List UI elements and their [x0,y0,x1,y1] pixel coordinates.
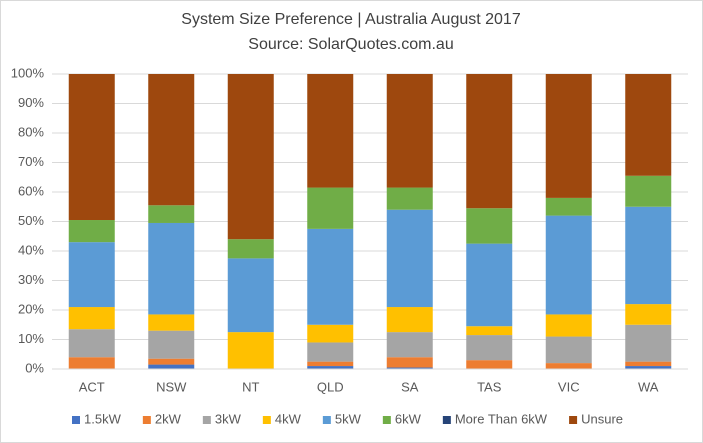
y-tick-label: 40% [18,242,44,257]
bar-segment [466,74,513,209]
y-tick-label: 80% [18,124,44,139]
bar-segment [307,342,354,362]
x-tick-label: WA [638,379,659,394]
bar-segment [68,357,115,369]
bar-segment [625,206,672,305]
legend-swatch [72,416,80,424]
legend-label: 5kW [335,411,362,426]
legend-swatch [442,416,451,424]
bar-segment [386,74,433,188]
bar-segment [386,332,433,358]
bar-segment [68,307,115,330]
bar-segment [545,363,592,369]
legend-swatch [382,416,391,424]
legend-swatch [322,416,331,424]
y-tick-label: 0% [25,360,44,375]
legend-swatch [142,416,151,424]
x-tick-label: TAS [477,379,502,394]
bar-segment [466,208,513,244]
chart-subtitle: Source: SolarQuotes.com.au [248,36,453,53]
bar-segment [466,243,513,327]
bar-segment [625,324,672,362]
legend-label: 6kW [395,411,422,426]
bar-segment [625,175,672,207]
y-tick-label: 70% [18,154,44,169]
legend-label: 4kW [275,411,302,426]
bar-segment [148,358,195,365]
legend-label: 1.5kW [84,411,122,426]
legend-label: 2kW [155,411,182,426]
x-tick-label: NT [242,379,259,394]
bar-segment [68,220,115,243]
bar-segment [545,314,592,337]
bar-segment [545,215,592,315]
bar-segment [466,360,513,369]
bar-segment [148,205,195,223]
bar-segment [227,332,274,369]
bar-segment [68,329,115,358]
bar-segment [386,307,433,333]
x-tick-label: QLD [317,379,344,394]
bar-segment [307,228,354,325]
bar-segment [545,74,592,198]
legend-swatch [262,416,271,424]
bar-segment [307,324,354,343]
bar-segment [625,366,672,369]
chart-title: System Size Preference | Australia Augus… [181,11,521,28]
legend-swatch [202,416,211,424]
bar-segment [307,361,354,367]
bar-segment [148,364,195,369]
bar-segment [307,187,354,229]
x-tick-label: ACT [79,379,105,394]
bar-segment [148,314,195,331]
legend-label: More Than 6kW [455,411,548,426]
bar-segment [466,335,513,361]
bar-segment [307,366,354,369]
bar-segment [386,209,433,308]
bar-segment [68,74,115,221]
bar-segment [227,258,274,333]
legend-label: Unsure [581,411,623,426]
legend-swatch [569,416,578,424]
bar-segment [386,357,433,368]
bar-segment [148,74,195,206]
bar-segment [148,330,195,359]
bar-segment [227,239,274,259]
bar-segment [625,74,672,176]
bar-segment [148,222,195,315]
legend-label: 3kW [215,411,242,426]
bar-segment [386,367,433,369]
y-tick-label: 30% [18,272,44,287]
x-tick-label: NSW [156,379,187,394]
y-tick-label: 10% [18,331,44,346]
x-tick-label: VIC [558,379,580,394]
bar-segment [545,197,592,216]
bar-segment [68,242,115,308]
y-tick-label: 20% [18,301,44,316]
bar-segment [307,74,354,188]
y-tick-label: 50% [18,213,44,228]
bar-segment [625,304,672,325]
bar-segment [386,187,433,210]
x-tick-label: SA [401,379,419,394]
y-tick-label: 100% [11,65,45,80]
bar-segment [227,74,274,240]
y-tick-label: 90% [18,95,44,110]
bar-segment [545,336,592,364]
bar-segment [625,361,672,367]
bar-segment [466,326,513,336]
y-tick-label: 60% [18,183,44,198]
